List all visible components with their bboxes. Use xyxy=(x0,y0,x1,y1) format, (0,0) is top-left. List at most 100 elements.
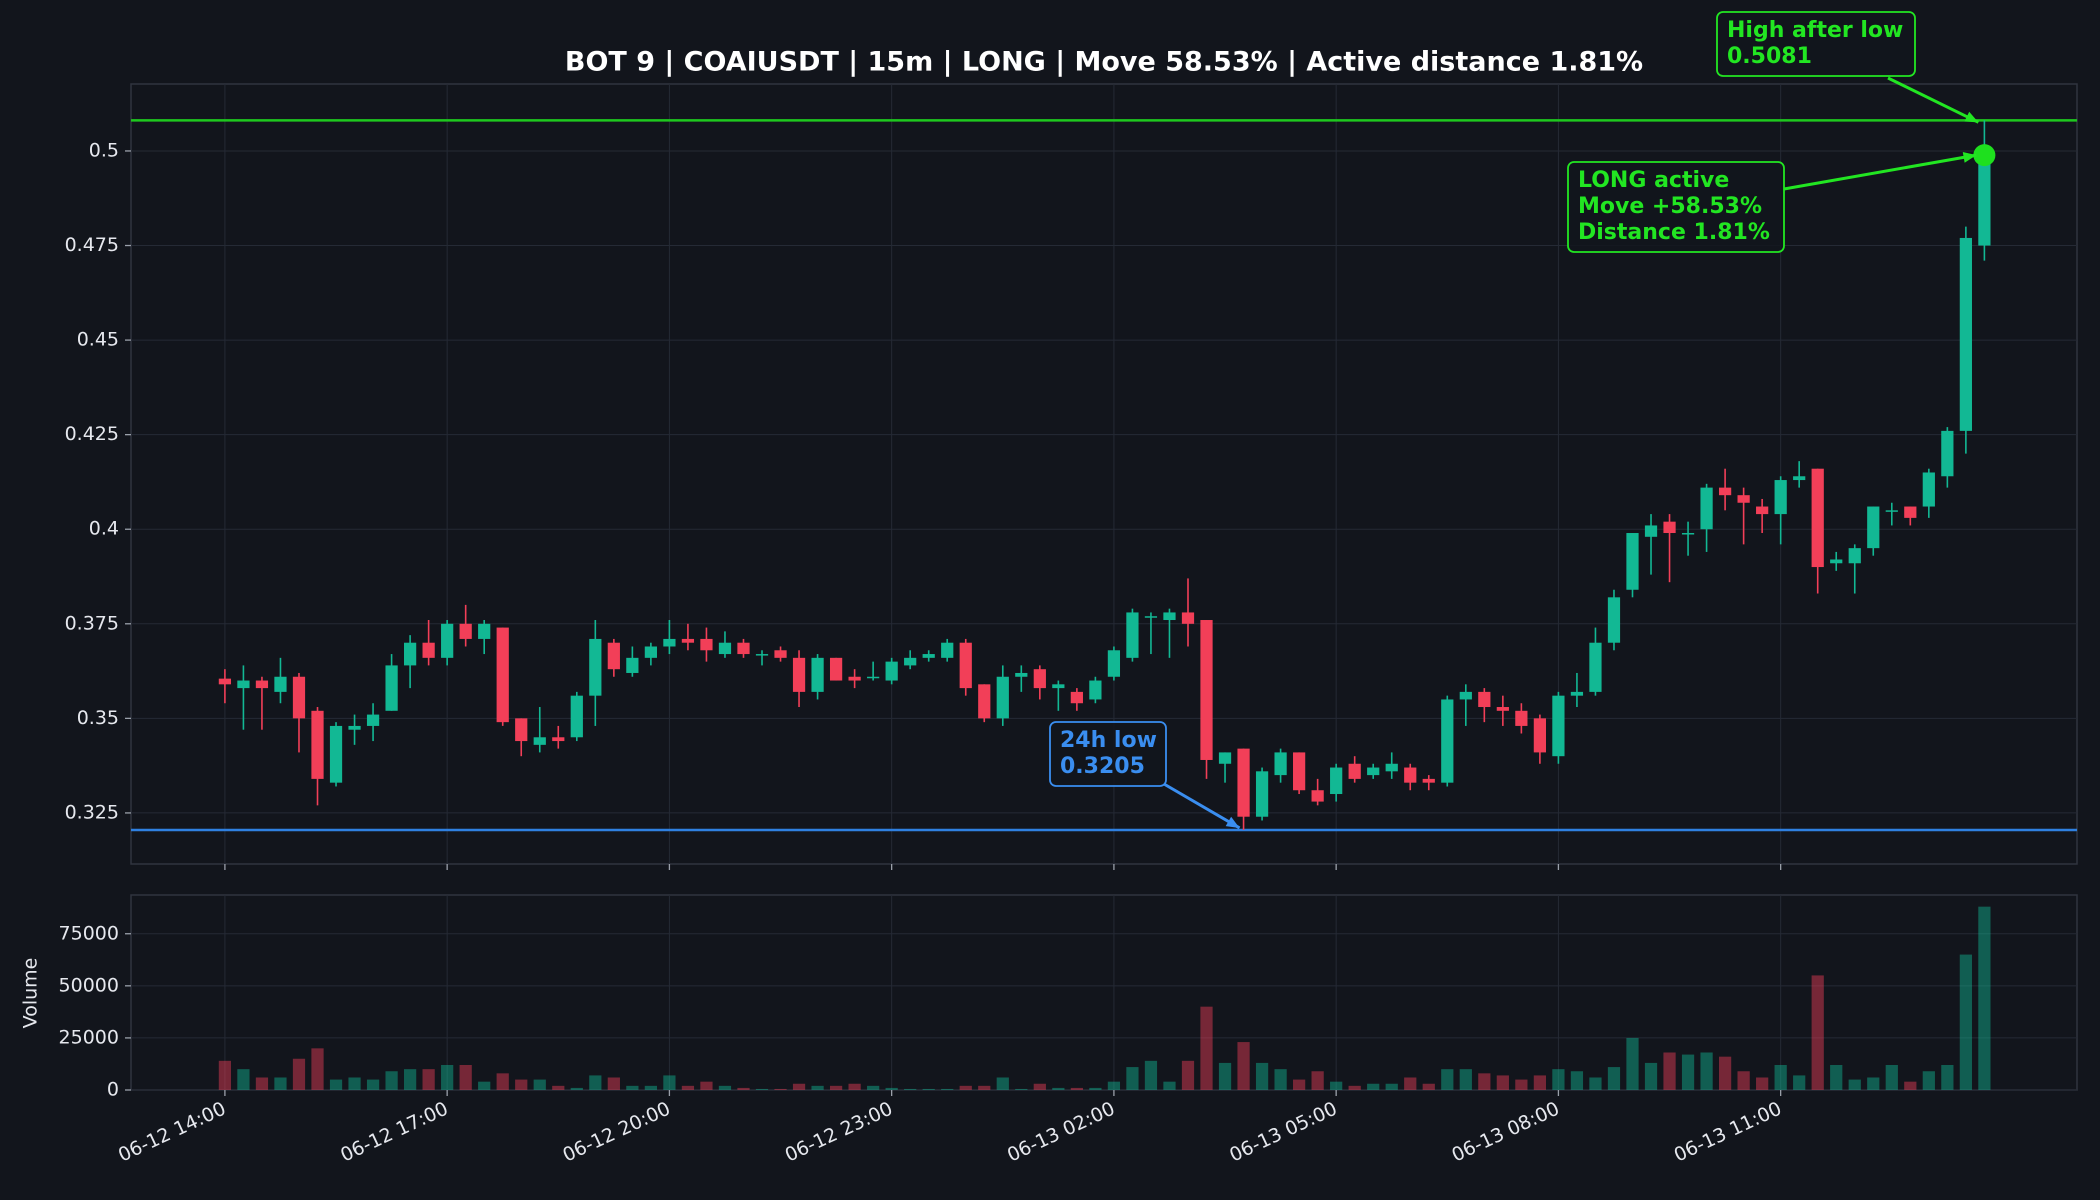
candle-body xyxy=(1107,650,1121,677)
candle-body xyxy=(1367,767,1380,776)
candle-body xyxy=(663,638,676,647)
volume-bar xyxy=(1052,1087,1065,1090)
candle-body xyxy=(1274,752,1287,776)
volume-bar xyxy=(1793,1075,1806,1090)
volume-bar xyxy=(848,1083,861,1090)
volume-bar xyxy=(1959,954,1972,1090)
candle-body xyxy=(1200,620,1213,760)
volume-bar xyxy=(1422,1083,1435,1090)
volume-bar xyxy=(1070,1087,1083,1090)
candle-body xyxy=(1978,155,1991,246)
volume-bar xyxy=(996,1077,1009,1090)
volume-bar xyxy=(978,1085,991,1090)
candle-body xyxy=(1718,487,1732,496)
candle-body xyxy=(959,642,972,689)
candle-body xyxy=(237,680,250,689)
volume-bar xyxy=(1348,1085,1361,1090)
volume-bar xyxy=(1718,1056,1732,1090)
candle-body xyxy=(1496,707,1509,711)
volume-bar xyxy=(292,1058,306,1090)
volume-bar xyxy=(459,1065,472,1090)
volume-bar xyxy=(385,1071,398,1090)
candle-body xyxy=(1404,767,1417,783)
volume-bar xyxy=(1700,1052,1713,1090)
volume-bar xyxy=(441,1065,454,1090)
candle-body xyxy=(1515,710,1528,726)
volume-bar xyxy=(904,1088,917,1090)
volume-bar xyxy=(1200,1006,1213,1090)
candle-body xyxy=(329,725,343,783)
volume-bar xyxy=(1237,1042,1250,1090)
candle-body xyxy=(1533,718,1547,753)
volume-bar xyxy=(403,1069,417,1090)
volume-bar xyxy=(1293,1079,1306,1090)
annotation-arrowhead xyxy=(1225,816,1240,828)
candle-body xyxy=(1830,559,1843,564)
volume-panel xyxy=(130,894,2078,1091)
volume-bar xyxy=(922,1088,935,1090)
candle-body xyxy=(1607,597,1621,643)
candle-body xyxy=(311,710,324,779)
candle-body xyxy=(1922,472,1935,507)
candle-body xyxy=(1459,691,1472,700)
volume-bar xyxy=(1255,1062,1269,1090)
candle-body xyxy=(1867,506,1880,549)
candle-body xyxy=(1348,763,1361,779)
volume-bar xyxy=(792,1083,806,1090)
volume-bar xyxy=(1144,1060,1158,1090)
candle-body xyxy=(978,684,991,719)
candle-body xyxy=(1089,680,1102,700)
volume-bar xyxy=(1385,1083,1398,1090)
volume-bar xyxy=(1922,1071,1935,1090)
candle-body xyxy=(570,695,583,738)
candle-body xyxy=(644,646,657,658)
volume-bar xyxy=(1978,906,1991,1090)
candle-body xyxy=(829,657,843,681)
candle-body xyxy=(1330,767,1343,795)
candle-body xyxy=(589,638,602,696)
volume-bar xyxy=(1885,1065,1898,1090)
candle-body xyxy=(1181,612,1195,624)
annotation-arrowhead xyxy=(1964,111,1979,123)
candle-body xyxy=(385,665,398,711)
annotation-box xyxy=(1049,721,1167,787)
candle-body xyxy=(533,737,546,745)
chart-title: BOT 9 | COAIUSDT | 15m | LONG | Move 58.… xyxy=(565,47,1643,78)
y-tick-label: 0.475 xyxy=(65,234,119,256)
volume-bar xyxy=(366,1079,380,1090)
candle-body xyxy=(1570,691,1584,696)
candle-body xyxy=(867,676,880,679)
annotation-arrowhead xyxy=(1962,151,1977,163)
volume-bar xyxy=(1552,1069,1565,1090)
candle-body xyxy=(1756,506,1769,515)
volume-bar xyxy=(1089,1087,1102,1090)
candle-body xyxy=(1644,525,1658,537)
volume-bar xyxy=(1774,1065,1787,1090)
annotation-text: High after low xyxy=(1727,18,1903,43)
candle-body xyxy=(1885,510,1898,512)
candle-body xyxy=(1126,612,1139,658)
volume-bar xyxy=(1163,1081,1176,1090)
candle-body xyxy=(292,676,306,719)
candle-body xyxy=(441,623,454,658)
volume-bar xyxy=(1033,1083,1046,1090)
candle-body xyxy=(496,627,509,723)
candle-body xyxy=(1255,771,1269,817)
volume-bar xyxy=(1904,1081,1917,1090)
volume-bar xyxy=(1589,1077,1602,1090)
candle-body xyxy=(718,642,732,655)
volume-bar xyxy=(607,1077,620,1090)
position-marker xyxy=(1973,144,1996,167)
annotation-arrow xyxy=(1783,153,1977,191)
volume-bar xyxy=(700,1081,713,1090)
candle-body xyxy=(1015,672,1028,677)
candle-body xyxy=(459,623,472,639)
candle-body xyxy=(700,638,713,651)
volume-bar xyxy=(570,1087,583,1090)
annotation-text: Move +58.53% xyxy=(1578,194,1762,219)
volume-bar xyxy=(1607,1067,1621,1090)
y-tick-label: 0.325 xyxy=(65,801,119,823)
